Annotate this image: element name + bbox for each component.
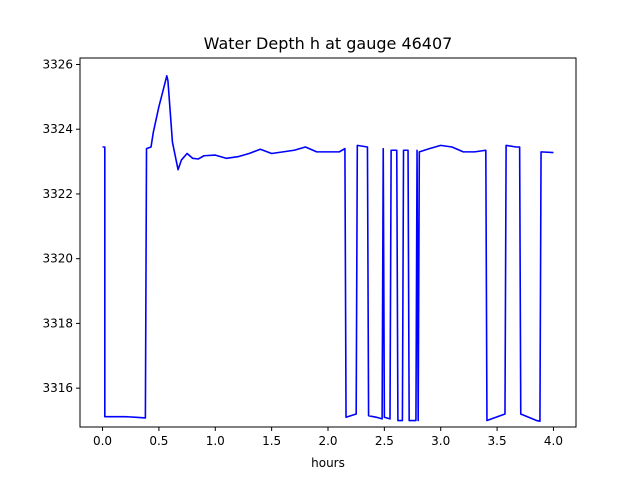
y-tick-label: 3320 [42, 252, 73, 266]
y-tick-label: 3318 [42, 316, 73, 330]
plot-frame [79, 57, 577, 428]
series-line-0 [102, 75, 554, 422]
y-tick-label: 3326 [42, 57, 73, 71]
x-tick-label: 2.0 [318, 434, 337, 448]
chart-title: Water Depth h at gauge 46407 [204, 34, 453, 53]
x-tick-label: 0.0 [93, 434, 112, 448]
x-tick-label: 0.5 [149, 434, 168, 448]
x-tick-label: 1.5 [262, 434, 281, 448]
x-axis-label: hours [311, 456, 345, 470]
x-tick-label: 3.5 [488, 434, 507, 448]
y-tick-label: 3316 [42, 381, 73, 395]
y-tick-label: 3324 [42, 122, 73, 136]
series-layer [102, 75, 554, 422]
x-tick-label: 4.0 [544, 434, 563, 448]
y-tick-label: 3322 [42, 187, 73, 201]
x-tick-label: 3.0 [431, 434, 450, 448]
y-axis-ticks: 3316 3318 3320 3322 3324 3326 [42, 57, 80, 395]
x-axis-ticks: 0.0 0.5 1.0 1.5 2.0 2.5 3.0 3.5 4.0 [93, 427, 563, 448]
x-tick-label: 1.0 [206, 434, 225, 448]
x-tick-label: 2.5 [375, 434, 394, 448]
plot-area [80, 58, 576, 427]
